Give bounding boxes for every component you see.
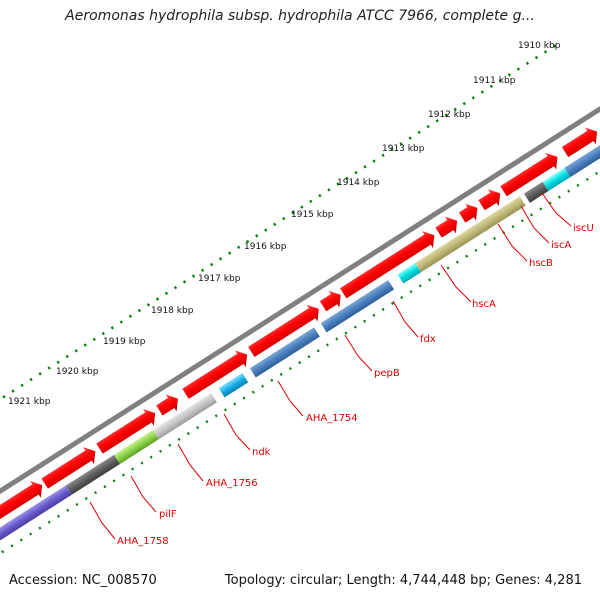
tick-label: 1913 kbp — [382, 144, 425, 154]
gene-label-hscA: hscA — [472, 299, 496, 310]
tick-label: 1918 kbp — [151, 306, 194, 316]
feature-block — [152, 392, 217, 440]
cds-forward — [0, 480, 43, 528]
tick-baseline — [0, 43, 557, 433]
forward-strand — [0, 127, 598, 528]
cds-forward — [182, 350, 248, 399]
callout-line — [130, 475, 157, 513]
tick-labels: 1910 kbp 1911 kbp 1912 kbp 1913 kbp 1914… — [8, 41, 561, 407]
callout-line — [392, 300, 419, 338]
genome-backbone — [0, 102, 600, 516]
tick-label: 1914 kbp — [337, 178, 380, 188]
gene-label-iscU: iscU — [573, 223, 594, 234]
callout-line — [223, 413, 251, 451]
cds-forward — [248, 304, 319, 357]
tick-label: 1911 kbp — [473, 76, 516, 86]
tick-label: 1917 kbp — [198, 274, 241, 284]
cds-forward — [561, 127, 598, 158]
feature-block — [501, 196, 526, 218]
feature-block — [542, 167, 571, 192]
feature-block — [320, 280, 395, 333]
map-title: Aeromonas hydrophila subsp. hydrophila A… — [65, 8, 535, 24]
cds-forward — [478, 189, 501, 211]
cds-forward — [435, 216, 458, 238]
tick-label: 1919 kbp — [103, 337, 146, 347]
callout-line — [277, 380, 304, 417]
gene-callouts — [89, 192, 572, 540]
gene-label-AHA_1754: AHA_1754 — [306, 413, 358, 424]
cds-forward — [96, 409, 156, 454]
gene-label-pepB: pepB — [374, 368, 400, 379]
callout-line — [497, 223, 528, 262]
feature-block — [66, 454, 121, 495]
gene-label-AHA_1756: AHA_1756 — [206, 478, 258, 489]
gene-label-AHA_1758: AHA_1758 — [117, 536, 169, 547]
feature-block — [564, 124, 600, 178]
gene-labels: iscU iscA hscB hscA fdx pepB AHA_1754 nd… — [117, 223, 594, 547]
cds-forward — [340, 231, 435, 299]
accession-text: Accession: NC_008570 — [9, 573, 157, 588]
cds-forward — [156, 394, 178, 416]
tick-label: 1910 kbp — [518, 41, 561, 51]
tick-label: 1921 kbp — [8, 397, 51, 407]
gene-label-iscA: iscA — [551, 240, 571, 251]
feature-block — [218, 373, 249, 398]
gene-label-ndk: ndk — [252, 447, 271, 458]
feature-track — [0, 124, 600, 554]
feature-block — [397, 262, 422, 284]
cds-forward — [41, 447, 96, 489]
feature-block — [114, 430, 159, 465]
callout-line — [520, 205, 550, 244]
feature-block — [249, 327, 320, 378]
tick-label: 1915 kbp — [291, 210, 334, 220]
feature-block — [523, 181, 549, 203]
feature-block — [0, 485, 72, 554]
gene-label-pilF: pilF — [159, 509, 177, 520]
gene-label-fdx: fdx — [420, 334, 436, 345]
callout-line — [344, 334, 373, 372]
cds-forward — [458, 203, 478, 223]
callout-line — [440, 264, 472, 303]
gene-label-hscB: hscB — [529, 258, 553, 269]
tick-label: 1916 kbp — [244, 242, 287, 252]
tick-label: 1920 kbp — [56, 367, 99, 377]
callout-line — [541, 192, 572, 227]
feature-block — [415, 208, 508, 273]
genome-summary-text: Topology: circular; Length: 4,744,448 bp… — [224, 573, 582, 588]
tick-label: 1912 kbp — [428, 110, 471, 120]
callout-line — [89, 501, 116, 540]
cds-forward — [319, 290, 341, 312]
callout-line — [177, 443, 204, 482]
cds-forward — [500, 152, 558, 197]
